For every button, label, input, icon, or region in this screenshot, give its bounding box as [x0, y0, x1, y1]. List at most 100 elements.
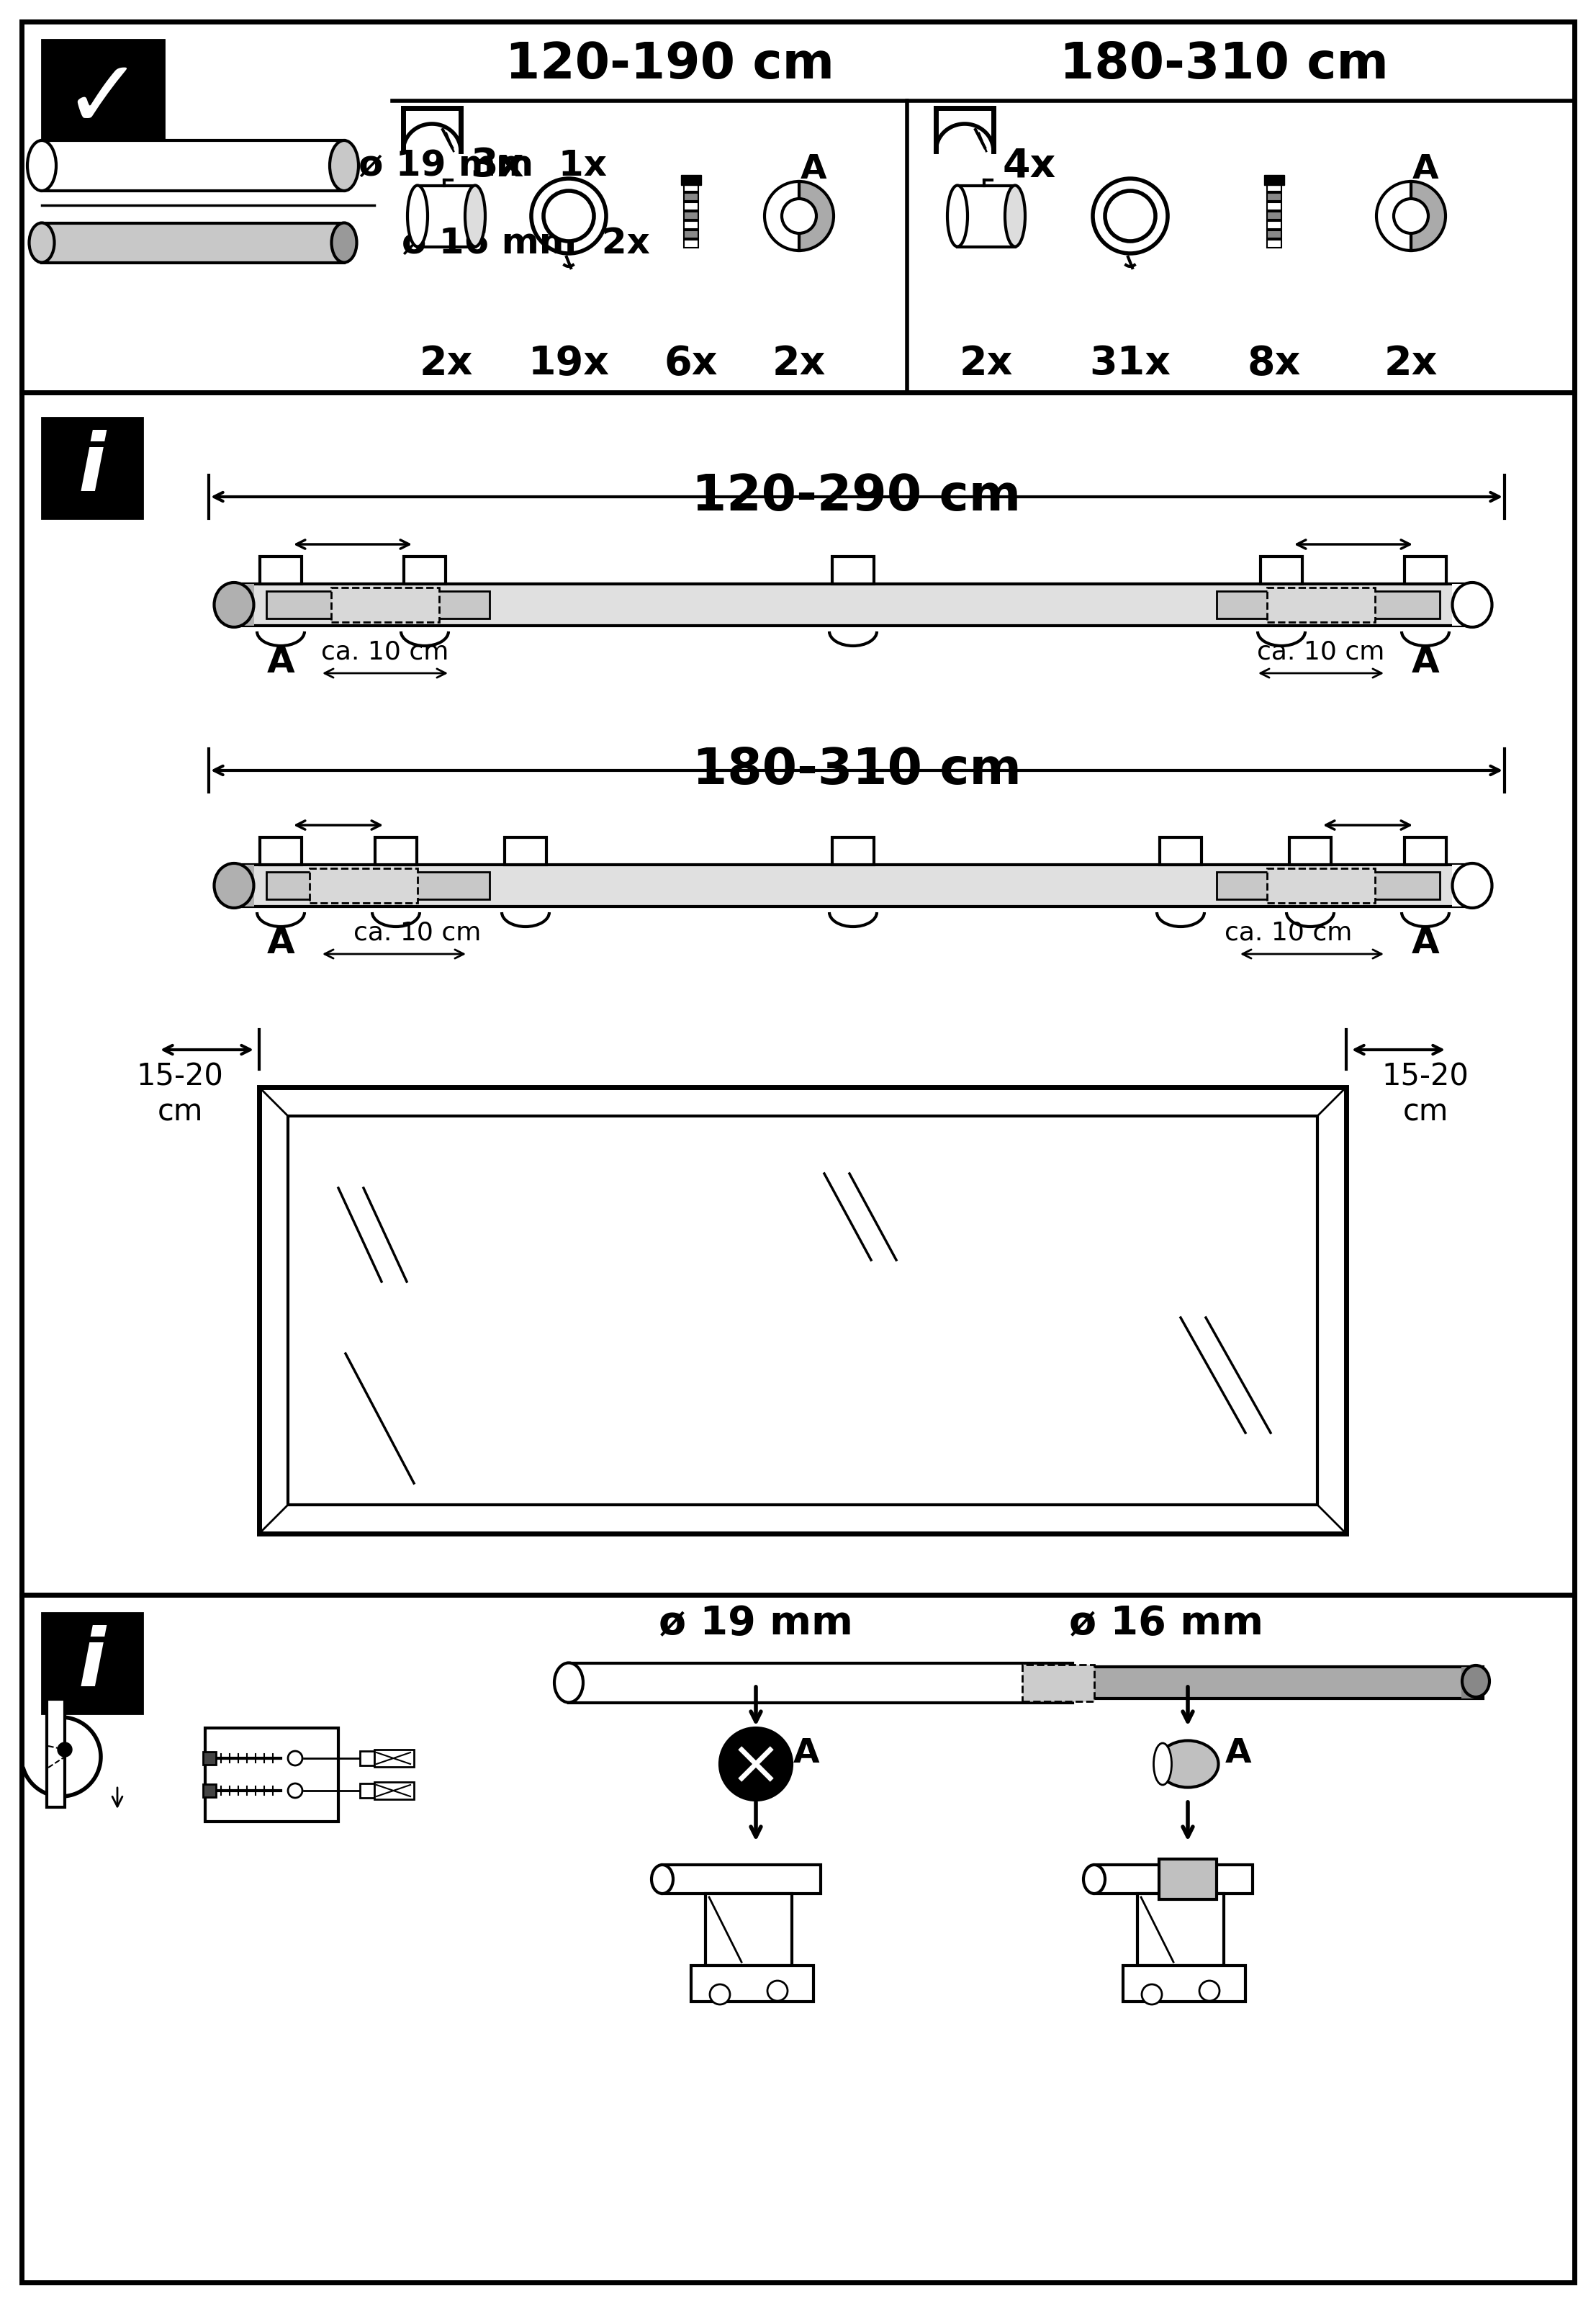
Text: 8x: 8x [1248, 343, 1301, 382]
Bar [1261, 558, 1302, 583]
Circle shape [1199, 1981, 1219, 2000]
Bar [375, 1749, 413, 1767]
Bar [1138, 1894, 1224, 1965]
Ellipse shape [1157, 1740, 1218, 1788]
Circle shape [720, 1728, 792, 1799]
Bar [1124, 1965, 1245, 2002]
Text: ca. 10 cm: ca. 10 cm [1258, 638, 1385, 664]
Text: ✓: ✓ [64, 55, 142, 147]
Bar [46, 1700, 65, 1806]
Bar [1404, 836, 1446, 864]
Ellipse shape [554, 1663, 583, 1703]
Bar [203, 1783, 215, 1797]
Bar [662, 1864, 820, 1894]
Ellipse shape [651, 1864, 674, 1894]
Bar [681, 175, 701, 184]
Bar [685, 184, 699, 191]
Bar [705, 1894, 792, 1965]
Circle shape [531, 180, 606, 253]
Text: 120-290 cm: 120-290 cm [693, 472, 1021, 521]
Text: 2x: 2x [1384, 343, 1438, 382]
Bar [685, 230, 699, 237]
Circle shape [1104, 191, 1156, 242]
Ellipse shape [1462, 1666, 1489, 1698]
Bar [1452, 864, 1472, 905]
Bar [1267, 588, 1376, 622]
Text: A: A [1411, 645, 1440, 680]
Bar [685, 221, 699, 228]
Bar [1290, 836, 1331, 864]
Circle shape [768, 1981, 787, 2000]
Ellipse shape [1154, 1744, 1171, 1786]
Bar [41, 1613, 142, 1714]
Text: i: i [78, 1624, 105, 1703]
Circle shape [1393, 198, 1428, 233]
Bar [206, 1728, 338, 1822]
Text: 6x: 6x [664, 343, 718, 382]
Bar [41, 223, 345, 263]
Bar [375, 1781, 413, 1799]
Bar [203, 1751, 215, 1765]
Bar [41, 141, 345, 191]
Text: ø 16 mm  2x: ø 16 mm 2x [402, 226, 650, 260]
Bar [1267, 184, 1282, 191]
Circle shape [57, 1742, 72, 1756]
Circle shape [287, 1751, 302, 1765]
Ellipse shape [29, 223, 54, 263]
Text: ø 19 mm  1x: ø 19 mm 1x [359, 147, 606, 182]
Bar [235, 583, 254, 627]
Ellipse shape [1452, 864, 1492, 908]
Bar [235, 583, 1472, 627]
Bar [1267, 240, 1282, 247]
Circle shape [1141, 1984, 1162, 2004]
Bar [267, 592, 490, 617]
Text: ø 16 mm: ø 16 mm [1069, 1604, 1264, 1643]
Bar [361, 1783, 375, 1797]
Text: 180-310 cm: 180-310 cm [693, 746, 1021, 795]
Bar [958, 187, 1015, 247]
Bar [685, 203, 699, 210]
Text: 19x: 19x [528, 343, 610, 382]
Bar [568, 1663, 1073, 1703]
Text: 2x: 2x [772, 343, 825, 382]
Bar [1462, 1666, 1476, 1698]
Wedge shape [1411, 182, 1446, 251]
Bar [235, 864, 1472, 905]
Text: A: A [1226, 1737, 1251, 1769]
Bar [310, 869, 418, 903]
Bar [832, 558, 875, 583]
Bar [1216, 592, 1440, 617]
Ellipse shape [1005, 184, 1025, 247]
Bar [1264, 175, 1285, 184]
Bar [1267, 203, 1282, 210]
Text: A: A [800, 152, 827, 184]
Bar [1404, 558, 1446, 583]
Bar [1452, 583, 1472, 627]
Bar [1095, 1864, 1253, 1894]
Bar [1159, 1859, 1216, 1898]
Ellipse shape [214, 864, 254, 908]
Text: 31x: 31x [1090, 343, 1171, 382]
Bar [41, 417, 142, 518]
Bar [260, 558, 302, 583]
Bar [1267, 869, 1376, 903]
Circle shape [782, 198, 817, 233]
Bar [418, 187, 476, 247]
Bar [1267, 212, 1282, 219]
Bar [404, 558, 445, 583]
Bar [685, 194, 699, 200]
Bar [1023, 1663, 1095, 1700]
Text: A: A [1412, 152, 1438, 184]
Bar [267, 871, 490, 899]
Bar [1160, 836, 1202, 864]
Text: A: A [267, 645, 295, 680]
Text: 4x: 4x [1002, 145, 1057, 184]
Ellipse shape [1452, 583, 1492, 627]
Bar [259, 1087, 1345, 1534]
Text: A: A [1411, 926, 1440, 961]
Ellipse shape [464, 184, 485, 247]
Bar [504, 836, 546, 864]
Bar [235, 864, 254, 905]
Bar [361, 1751, 375, 1765]
Bar [685, 240, 699, 247]
